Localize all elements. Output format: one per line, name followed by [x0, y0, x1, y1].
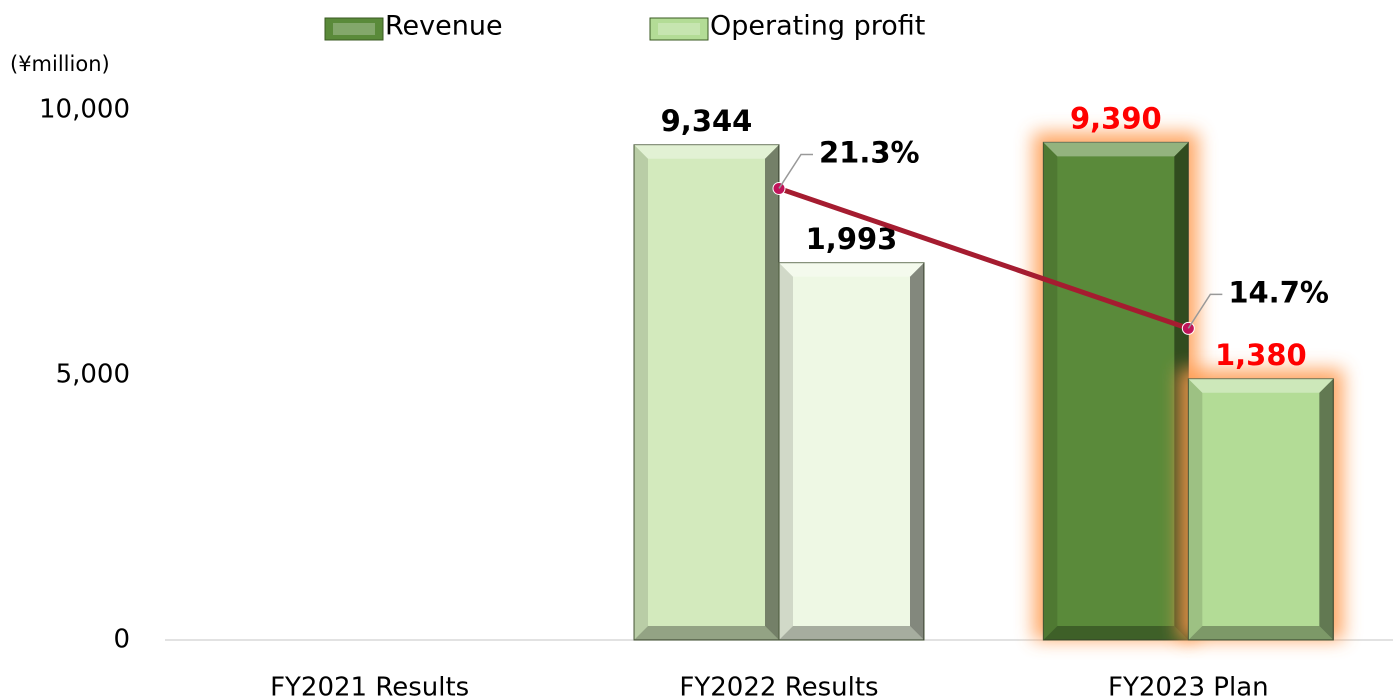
bar-bevel	[1188, 378, 1334, 393]
legend-label: Operating profit	[710, 11, 925, 42]
legend-swatch-bevel	[658, 23, 700, 35]
bar-bevel	[634, 144, 648, 640]
bar-bevel	[1319, 378, 1334, 640]
data-label: 9,390	[1070, 101, 1162, 135]
data-label: 21.3%	[819, 135, 920, 169]
legend-label: Revenue	[385, 11, 503, 42]
y-tick-label: 10,000	[39, 95, 130, 125]
bar-bevel	[1043, 142, 1189, 157]
x-tick-label: FY2021 Results	[270, 673, 469, 700]
bar-bevel	[1188, 378, 1203, 640]
bar-bevel	[765, 144, 779, 640]
bar-bevel	[634, 626, 779, 640]
bar-bevel	[1188, 626, 1334, 640]
bar	[778, 262, 925, 641]
x-tick-label: FY2022 Results	[679, 673, 878, 700]
y-tick-label: 5,000	[56, 360, 130, 390]
data-label: 1,380	[1215, 338, 1307, 372]
x-tick-label: FY2023 Plan	[1108, 673, 1269, 700]
data-label: 9,344	[661, 104, 753, 138]
bar	[633, 144, 780, 641]
unit-label: (¥million)	[10, 52, 110, 76]
bar-bevel	[779, 262, 793, 640]
bar	[1187, 378, 1334, 641]
legend-swatch	[324, 17, 384, 41]
bar-bevel	[910, 262, 924, 640]
legend-swatch-bevel	[333, 23, 375, 35]
bar-bevel	[779, 626, 924, 640]
bar-bevel	[634, 144, 779, 159]
bar-bevel	[1043, 142, 1058, 640]
line	[778, 186, 1190, 331]
data-label: 14.7%	[1228, 275, 1329, 309]
bar-bevel	[1043, 626, 1189, 640]
legend-swatch	[649, 17, 709, 41]
y-tick-label: 0	[113, 625, 130, 655]
data-label: 1,993	[806, 222, 898, 256]
bar-bevel	[779, 262, 924, 277]
label-leader	[1187, 293, 1223, 329]
label-leader	[778, 153, 813, 189]
bar	[1042, 141, 1189, 641]
